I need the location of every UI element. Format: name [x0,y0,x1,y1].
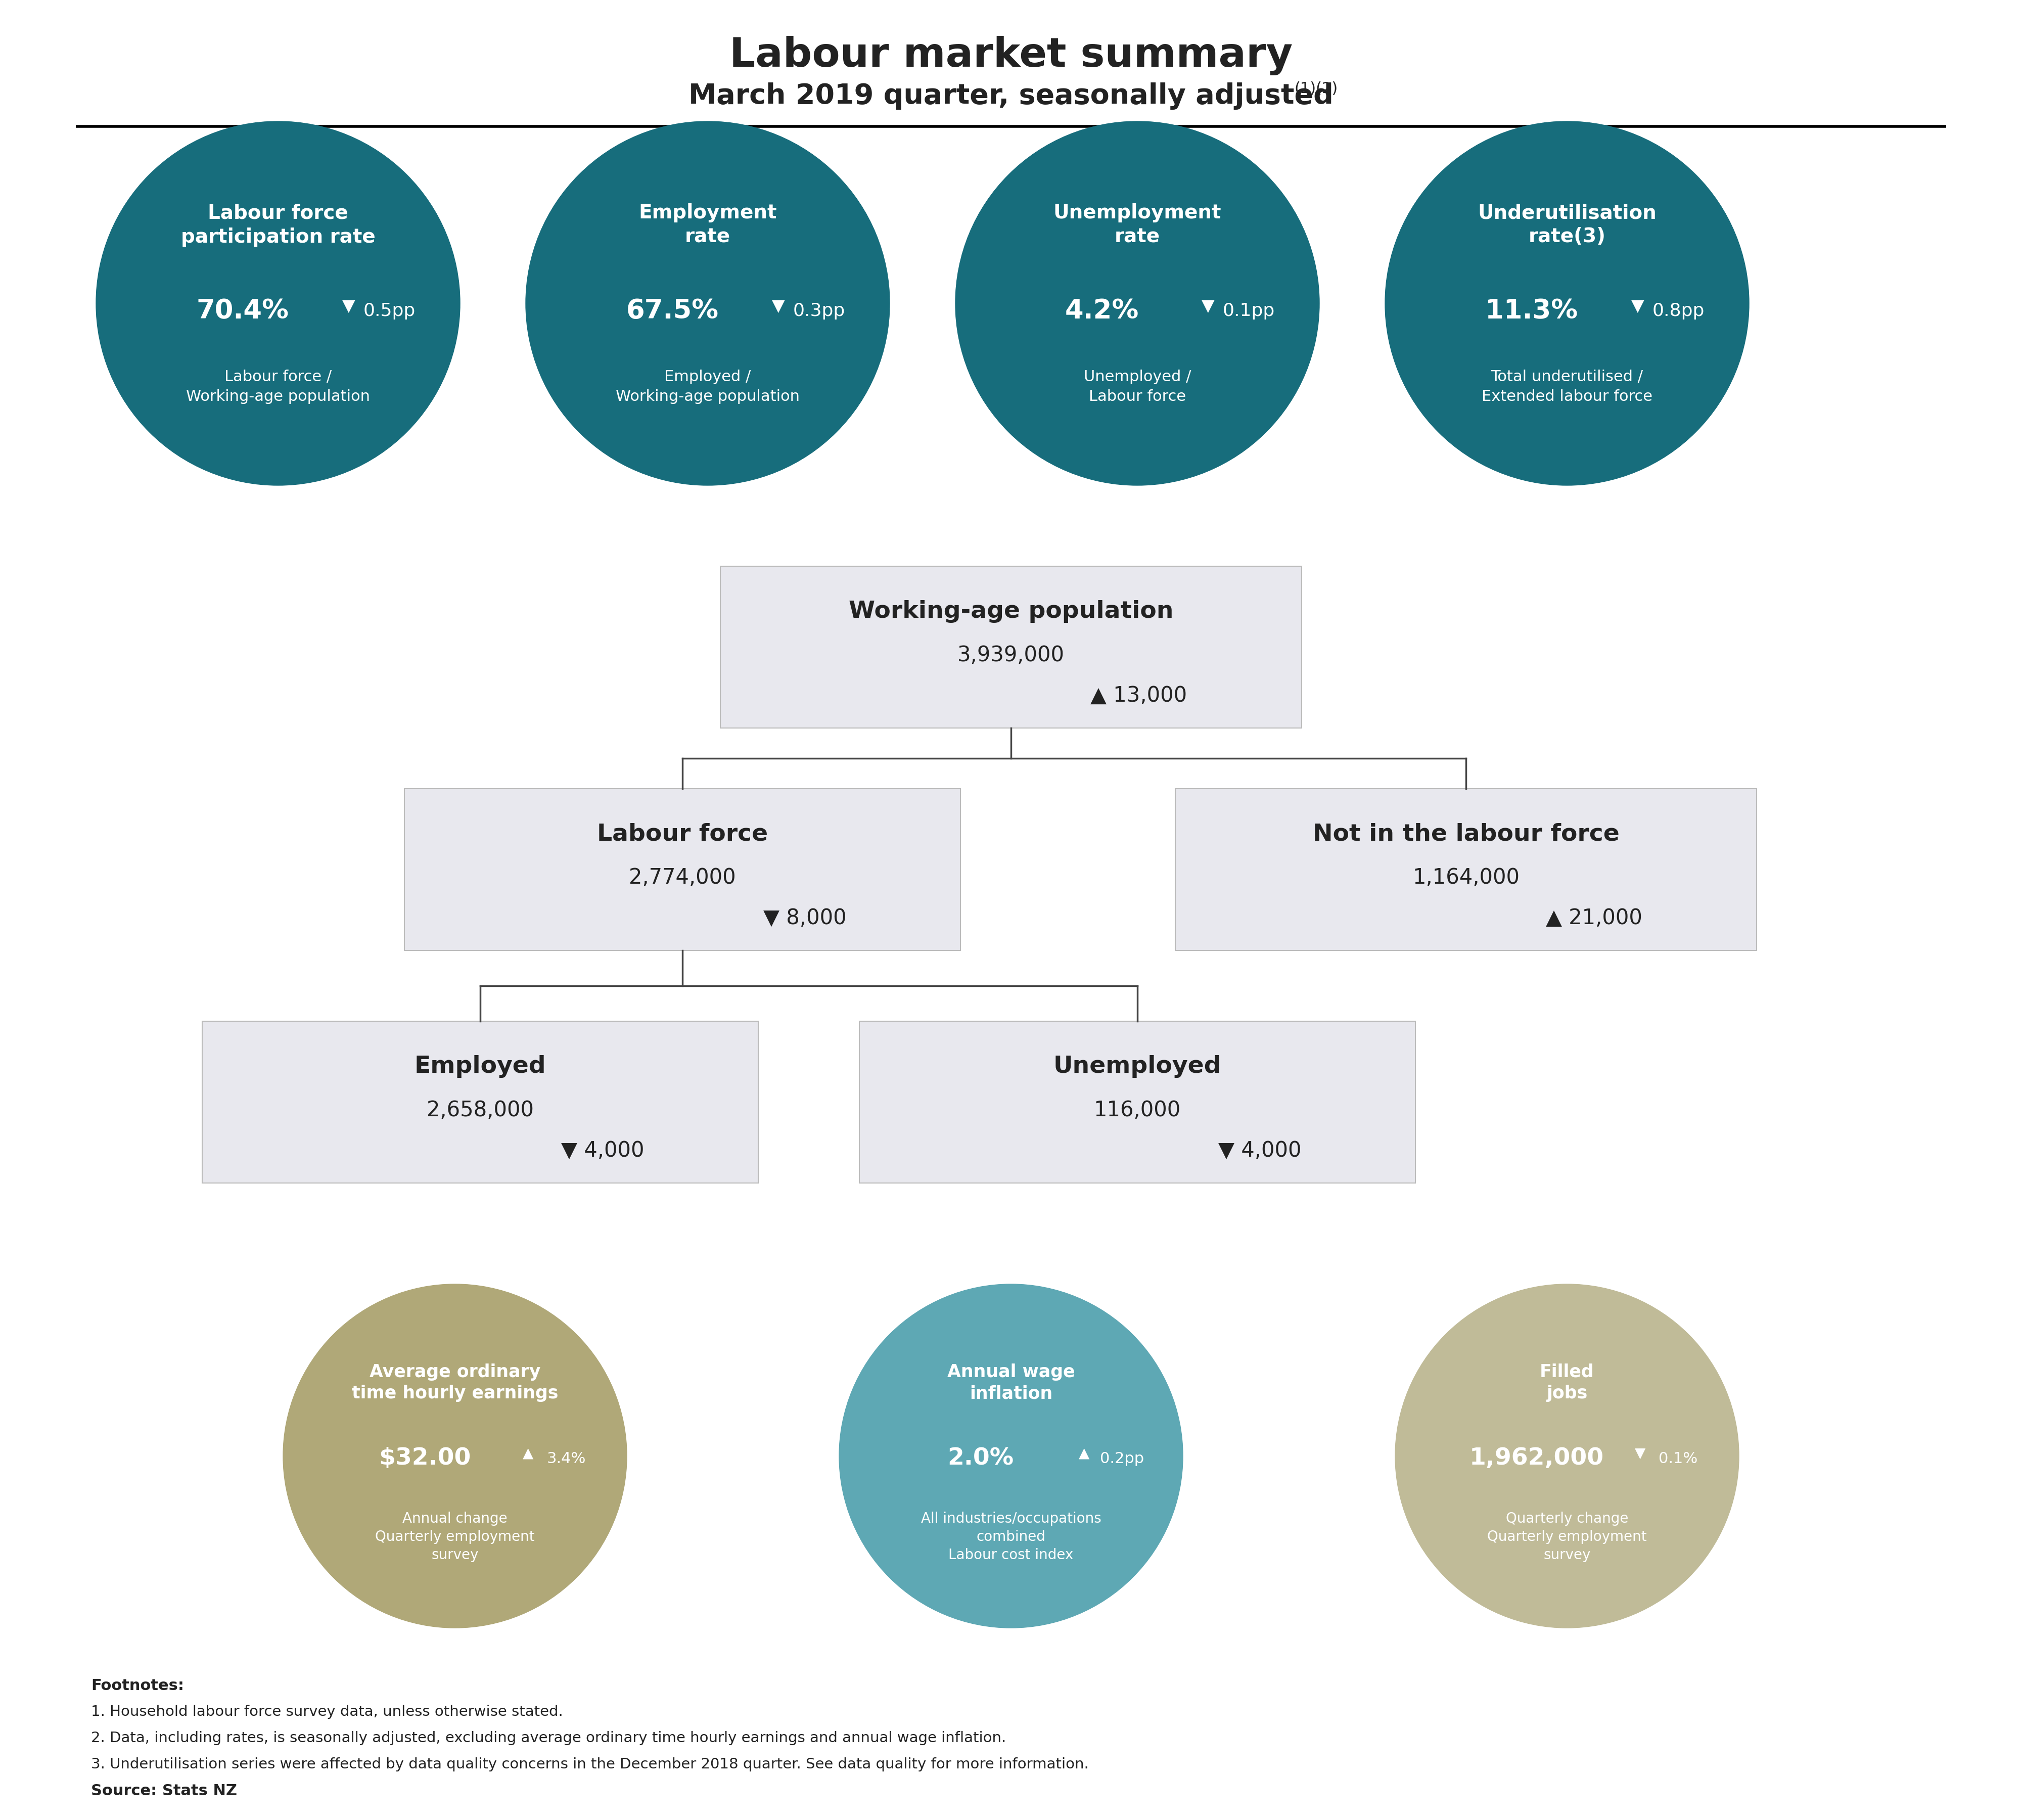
Text: 3,939,000: 3,939,000 [958,644,1064,666]
Text: ▼ 4,000: ▼ 4,000 [1217,1139,1302,1161]
Circle shape [526,122,890,486]
Text: 67.5%: 67.5% [627,298,718,324]
Text: 0.8pp: 0.8pp [1652,302,1705,320]
Text: 1. Household labour force survey data, unless otherwise stated.: 1. Household labour force survey data, u… [91,1705,562,1718]
Text: 2,658,000: 2,658,000 [427,1099,534,1121]
Text: Labour force /
Working-age population: Labour force / Working-age population [186,369,370,404]
Text: 70.4%: 70.4% [196,298,289,324]
Text: Not in the labour force: Not in the labour force [1312,823,1620,844]
Text: All industries/occupations
combined
Labour cost index: All industries/occupations combined Labo… [920,1512,1102,1562]
Text: March 2019 quarter, seasonally adjusted: March 2019 quarter, seasonally adjusted [690,82,1332,109]
Text: Underutilisation
rate(3): Underutilisation rate(3) [1478,204,1656,246]
Text: ▼: ▼ [1636,1447,1646,1460]
Text: ▼: ▼ [772,297,785,315]
Text: Average ordinary
time hourly earnings: Average ordinary time hourly earnings [352,1363,558,1401]
Text: ▼: ▼ [342,297,356,315]
Text: ▼: ▼ [1201,297,1215,315]
Text: ▼ 4,000: ▼ 4,000 [560,1139,645,1161]
Text: Footnotes:: Footnotes: [91,1678,184,1693]
FancyBboxPatch shape [202,1021,758,1183]
Text: ▼ 8,000: ▼ 8,000 [762,908,847,928]
Text: Unemployment
rate: Unemployment rate [1053,204,1221,246]
Circle shape [956,122,1318,486]
Text: 0.1pp: 0.1pp [1223,302,1274,320]
Text: 2. Data, including rates, is seasonally adjusted, excluding average ordinary tim: 2. Data, including rates, is seasonally … [91,1731,1007,1745]
FancyBboxPatch shape [720,566,1302,728]
Text: 4.2%: 4.2% [1066,298,1138,324]
Text: $32.00: $32.00 [378,1447,471,1471]
Text: 3.4%: 3.4% [546,1451,586,1465]
Text: Labour force: Labour force [596,823,768,844]
Text: ▲: ▲ [1080,1447,1090,1460]
Circle shape [839,1285,1183,1627]
Text: 0.1%: 0.1% [1658,1451,1698,1465]
Text: (1)(2): (1)(2) [1294,82,1339,96]
Text: Quarterly change
Quarterly employment
survey: Quarterly change Quarterly employment su… [1488,1512,1646,1562]
Circle shape [97,122,461,486]
Circle shape [1395,1285,1739,1627]
Text: Unemployed /
Labour force: Unemployed / Labour force [1084,369,1191,404]
Text: 0.2pp: 0.2pp [1100,1451,1144,1465]
Text: 11.3%: 11.3% [1486,298,1577,324]
Text: 1,164,000: 1,164,000 [1411,866,1521,888]
Text: Employed: Employed [415,1056,546,1077]
Text: ▲ 21,000: ▲ 21,000 [1545,908,1642,928]
Text: Unemployed: Unemployed [1053,1056,1221,1077]
Text: 2,774,000: 2,774,000 [629,866,736,888]
Text: 0.3pp: 0.3pp [793,302,845,320]
Text: Annual change
Quarterly employment
survey: Annual change Quarterly employment surve… [376,1512,534,1562]
Text: Employment
rate: Employment rate [639,204,776,246]
Text: Employed /
Working-age population: Employed / Working-age population [615,369,801,404]
Text: Labour market summary: Labour market summary [730,36,1292,75]
Text: 116,000: 116,000 [1094,1099,1181,1121]
Text: 1,962,000: 1,962,000 [1470,1447,1603,1471]
FancyBboxPatch shape [404,788,960,950]
Text: Annual wage
inflation: Annual wage inflation [946,1363,1076,1401]
Text: 3. Underutilisation series were affected by data quality concerns in the Decembe: 3. Underutilisation series were affected… [91,1758,1088,1771]
Text: ▲ 13,000: ▲ 13,000 [1090,684,1187,706]
Circle shape [1385,122,1749,486]
Text: Filled
jobs: Filled jobs [1541,1363,1593,1401]
Text: ▲: ▲ [524,1447,534,1460]
FancyBboxPatch shape [859,1021,1415,1183]
Text: Source: Stats NZ: Source: Stats NZ [91,1784,237,1798]
Text: Working-age population: Working-age population [849,601,1173,622]
Text: 2.0%: 2.0% [948,1447,1013,1471]
Circle shape [283,1285,627,1627]
FancyBboxPatch shape [1175,788,1757,950]
Text: ▼: ▼ [1632,297,1644,315]
Text: 0.5pp: 0.5pp [364,302,415,320]
Text: Labour force
participation rate: Labour force participation rate [180,204,376,246]
Text: Total underutilised /
Extended labour force: Total underutilised / Extended labour fo… [1482,369,1652,404]
